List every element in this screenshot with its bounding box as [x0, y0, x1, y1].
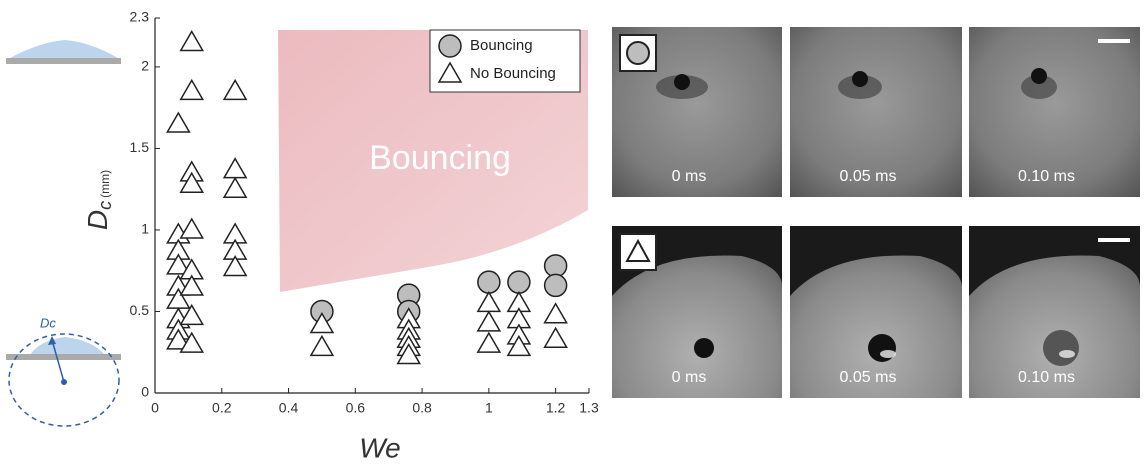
x-tick-label: 0.6: [346, 400, 366, 416]
x-tick-label: 0.4: [279, 400, 299, 416]
y-axis-label: Dc (mm): [82, 170, 114, 230]
y-tick-label: 1.5: [130, 139, 150, 155]
bubble: [694, 338, 714, 358]
point-triangle: [545, 328, 567, 347]
schematic-label: Dc: [40, 315, 56, 330]
point-triangle: [181, 219, 203, 238]
point-circle: [478, 271, 500, 293]
point-triangle: [181, 80, 203, 99]
point-triangle: [545, 304, 567, 323]
x-tick-label: 1: [485, 400, 493, 416]
icon-circle: [627, 42, 649, 64]
point-circle: [545, 255, 567, 277]
y-tick-label: 2: [141, 58, 149, 74]
point-circle: [508, 271, 530, 293]
time-label: 0.05 ms: [840, 369, 897, 386]
point-triangle: [224, 159, 246, 178]
point-triangle: [478, 292, 500, 311]
time-label: 0 ms: [672, 168, 707, 185]
point-triangle: [181, 31, 203, 50]
schematic-top: [6, 40, 121, 64]
figure: Dc Bouncing 0 0.2 0.4 0.6 0.8 1 1.2 1.3 0 0.5 1 1.5…: [0, 0, 1144, 467]
bubble: [868, 334, 896, 362]
y-label-unit: (mm): [98, 170, 112, 198]
legend-label: No Bouncing: [470, 65, 556, 82]
drop: [674, 74, 690, 90]
drop: [1031, 68, 1047, 84]
point-circle: [545, 274, 567, 296]
legend-marker: [439, 35, 461, 57]
photo-panels: 0 ms 0.05 ms 0.10 ms 0 ms 0.05 ms 0.10 ms: [612, 27, 1140, 398]
time-label: 0.10 ms: [1018, 168, 1075, 185]
legend-label: Bouncing: [470, 37, 533, 54]
y-tick-label: 2.3: [130, 9, 150, 25]
x-axis-label: We: [359, 432, 401, 463]
point-triangle: [167, 113, 189, 132]
drop: [852, 71, 868, 87]
highlight: [1059, 350, 1075, 358]
point-triangle: [224, 178, 246, 197]
x-tick-label: 1.3: [579, 400, 599, 416]
schematic-bottom: Dc: [6, 315, 121, 426]
y-label-subscript: c: [95, 201, 115, 210]
x-tick-label: 0.8: [412, 400, 432, 416]
region-label: Bouncing: [369, 139, 511, 177]
x-tick-label: 0.2: [212, 400, 232, 416]
bubble: [1043, 330, 1079, 366]
y-tick-label: 1: [141, 221, 149, 237]
point-triangle: [478, 333, 500, 352]
point-triangle: [478, 312, 500, 331]
time-label: 0 ms: [672, 369, 707, 386]
y-tick-label: 0: [141, 384, 149, 400]
x-tick-label: 1.2: [546, 400, 566, 416]
point-triangle: [311, 336, 333, 355]
time-label: 0.10 ms: [1018, 369, 1075, 386]
point-triangle: [224, 80, 246, 99]
y-tick-label: 0.5: [130, 302, 150, 318]
y-label-symbol: D: [82, 210, 113, 230]
highlight: [880, 350, 896, 358]
x-tick-label: 0: [151, 400, 159, 416]
time-label: 0.05 ms: [840, 168, 897, 185]
